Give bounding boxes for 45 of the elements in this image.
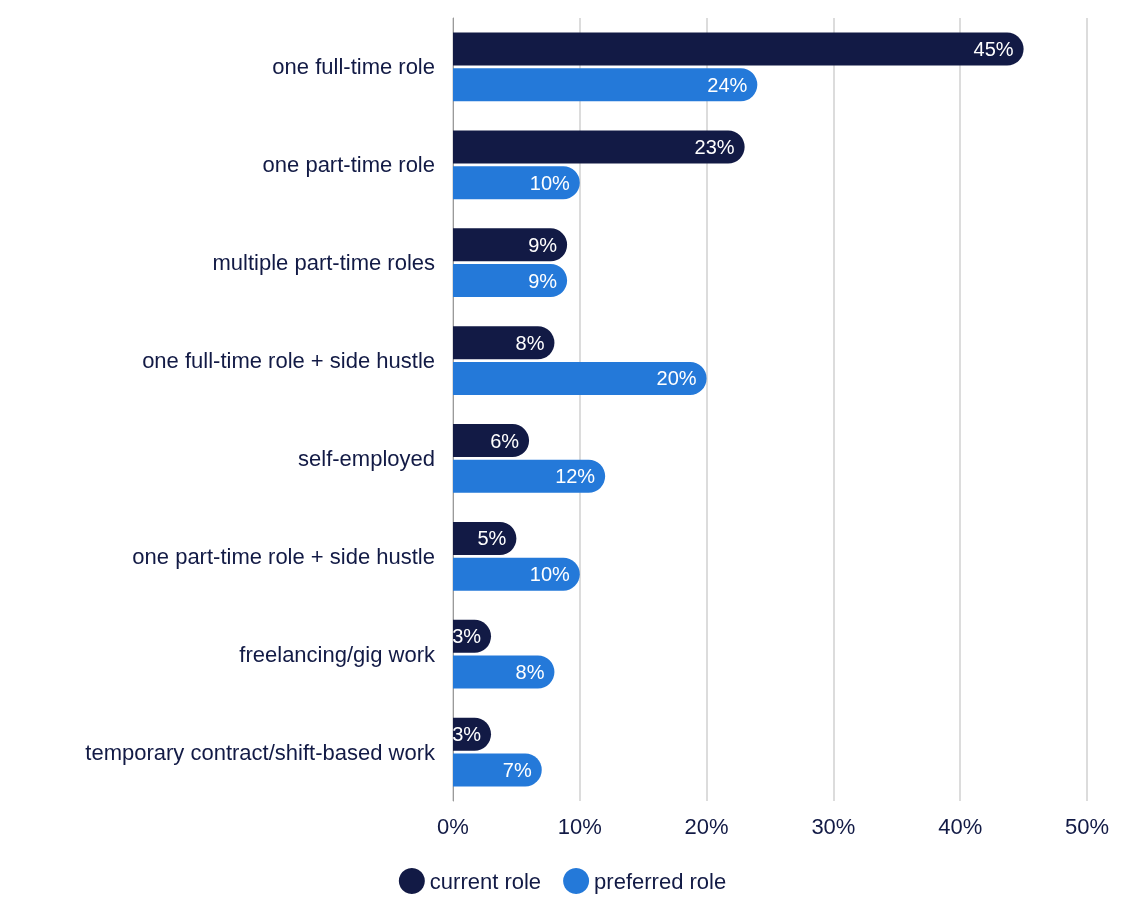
y-tick-label: one part-time role + side hustle xyxy=(132,543,435,569)
bar xyxy=(453,264,568,298)
bar xyxy=(453,130,745,164)
data-label: 10% xyxy=(529,563,571,586)
y-tick-label: freelancing/gig work xyxy=(239,641,436,667)
bar xyxy=(453,753,542,787)
data-label: 9% xyxy=(528,269,558,292)
data-label: 24% xyxy=(707,73,748,96)
data-label: 20% xyxy=(656,367,697,390)
data-label: 8% xyxy=(515,661,545,684)
x-tick-label: 20% xyxy=(684,813,729,839)
x-tick-label: 10% xyxy=(557,813,602,839)
y-tick-label: temporary contract/shift-based work xyxy=(85,739,436,765)
bar xyxy=(453,459,606,493)
y-tick-label: one part-time role xyxy=(262,152,435,178)
data-label: 45% xyxy=(973,38,1014,61)
data-label: 10% xyxy=(529,171,571,194)
data-label: 3% xyxy=(452,625,482,648)
bar xyxy=(453,228,568,262)
bar xyxy=(453,166,580,200)
bar xyxy=(453,326,555,360)
y-tick-label: multiple part-time roles xyxy=(212,250,435,276)
bar xyxy=(453,424,530,458)
data-label: 7% xyxy=(502,758,532,781)
data-label: 8% xyxy=(515,331,545,354)
y-tick-label: one full-time role + side hustle xyxy=(142,348,435,374)
data-label: 12% xyxy=(555,465,596,488)
x-tick-label: 40% xyxy=(938,813,983,839)
x-tick-label: 50% xyxy=(1064,813,1110,839)
legend-label: preferred role xyxy=(594,868,727,894)
data-label: 9% xyxy=(528,233,558,256)
data-label: 23% xyxy=(694,135,735,158)
x-tick-label: 0% xyxy=(437,813,469,839)
data-label: 5% xyxy=(477,527,507,550)
data-label: 6% xyxy=(490,429,520,452)
bar xyxy=(453,32,1024,66)
legend-label: current role xyxy=(429,868,542,894)
bar xyxy=(453,68,758,102)
data-label: 3% xyxy=(452,723,482,746)
bar xyxy=(453,655,555,689)
x-tick-label: 30% xyxy=(811,813,856,839)
bar xyxy=(453,361,707,395)
y-tick-label: one full-time role xyxy=(272,54,435,80)
y-tick-label: self-employed xyxy=(298,445,435,471)
bar xyxy=(453,557,580,591)
